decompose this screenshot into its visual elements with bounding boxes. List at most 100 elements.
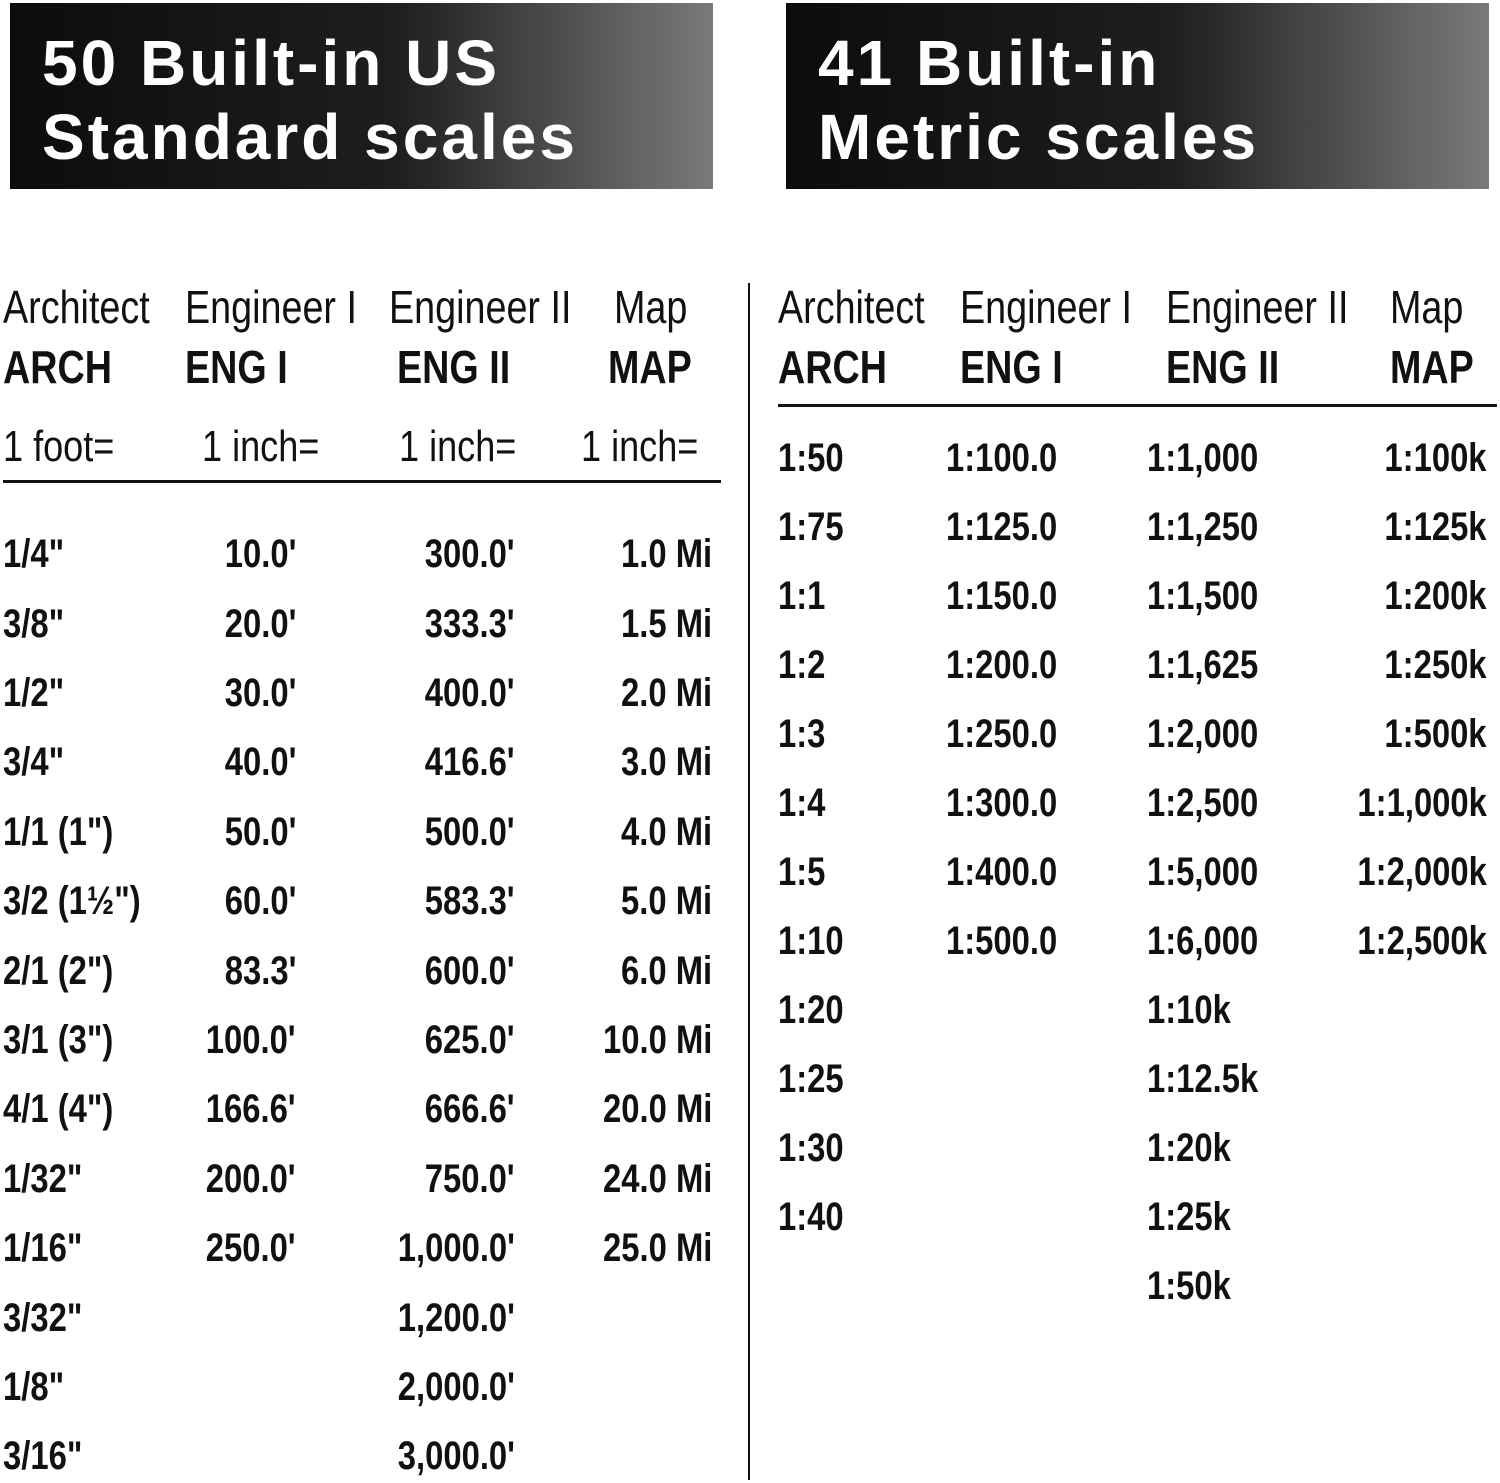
scale-value: 333.3' [425, 601, 515, 646]
scale-value: 30.0' [224, 671, 296, 715]
scale-value: 1:10 [778, 919, 844, 964]
metric-header-rule [778, 404, 1497, 407]
us-title-line: Standard scales [42, 101, 578, 173]
scale-value: 1:200k [1384, 574, 1487, 619]
scale-value: 100.0' [206, 1018, 296, 1062]
scale-value: 25.0 Mi [602, 1226, 712, 1271]
scale-value: 1/2" [3, 671, 65, 715]
scale-value: 666.6' [425, 1087, 515, 1132]
scale-value: 3/2 (1½") [3, 879, 141, 924]
column-name: Engineer I [960, 281, 1132, 334]
column-code: ENG I [185, 341, 288, 394]
scale-value: 3/16" [3, 1434, 83, 1479]
scale-value: 1:20k [1147, 1126, 1231, 1171]
scale-value: 166.6' [206, 1087, 296, 1132]
scale-value: 1/8" [3, 1365, 65, 1409]
scale-value: 3/32" [3, 1295, 83, 1340]
scale-value: 2,000.0' [397, 1365, 515, 1409]
scale-value: 1:100.0 [946, 436, 1058, 481]
scale-value: 1:75 [778, 505, 844, 550]
scale-value: 1:5,000 [1147, 850, 1259, 895]
scale-value: 20.0' [224, 601, 296, 646]
column-name: Map [614, 281, 688, 334]
scale-value: 625.0' [425, 1018, 515, 1062]
column-unit: 1 inch= [581, 422, 699, 472]
scale-value: 1:25 [778, 1057, 844, 1102]
scale-value: 1:3 [778, 712, 826, 757]
scale-value: 1:500.0 [946, 919, 1058, 964]
scale-value: 1:250k [1384, 643, 1487, 688]
metric-title-line: Metric scales [818, 101, 1260, 173]
scale-value: 416.6' [425, 740, 515, 785]
column-code: ARCH [778, 341, 887, 394]
scale-value: 3/4" [3, 740, 65, 785]
scale-value: 4.0 Mi [620, 809, 712, 854]
scale-value: 200.0' [206, 1156, 296, 1201]
scale-value: 1:1,000 [1147, 436, 1259, 481]
scale-value: 1:2,000k [1357, 850, 1487, 895]
metric-title-line: 41 Built-in [818, 27, 1161, 99]
column-unit: 1 inch= [399, 422, 517, 472]
scale-value: 20.0 Mi [602, 1087, 712, 1132]
scale-value: 2.0 Mi [620, 671, 712, 715]
scale-value: 10.0 Mi [602, 1018, 712, 1062]
scale-value: 1:2,000 [1147, 712, 1259, 757]
column-code: ENG II [1166, 341, 1280, 394]
scale-value: 3/8" [3, 601, 65, 646]
scale-value: 1:50 [778, 436, 844, 481]
scale-value: 1:25k [1147, 1195, 1231, 1240]
table-divider [748, 283, 750, 1480]
scale-value: 40.0' [224, 740, 296, 785]
column-unit: 1 foot= [3, 422, 115, 472]
scale-value: 1:30 [778, 1126, 844, 1171]
scale-value: 1:20 [778, 988, 844, 1033]
scale-value: 1:10k [1147, 988, 1231, 1033]
column-code: ENG II [397, 341, 511, 394]
scale-value: 1,000.0' [397, 1226, 515, 1271]
scale-value: 1/1 (1") [3, 809, 114, 854]
scale-value: 2/1 (2") [3, 948, 114, 993]
column-name: Architect [3, 281, 150, 334]
scale-value: 250.0' [206, 1226, 296, 1271]
scale-value: 10.0' [224, 532, 296, 577]
scale-value: 4/1 (4") [3, 1087, 114, 1132]
scale-value: 1/32" [3, 1156, 83, 1201]
scale-value: 1:250.0 [946, 712, 1058, 757]
scale-value: 750.0' [425, 1156, 515, 1201]
scale-value: 400.0' [425, 671, 515, 715]
scale-value: 1,200.0' [397, 1295, 515, 1340]
scale-value: 83.3' [224, 948, 296, 993]
scale-value: 60.0' [224, 879, 296, 924]
scale-value: 1:500k [1384, 712, 1487, 757]
scale-value: 1:125k [1384, 505, 1487, 550]
scale-value: 3,000.0' [397, 1434, 515, 1479]
scale-value: 1:1,000k [1357, 781, 1487, 826]
scale-value: 6.0 Mi [620, 948, 712, 993]
scale-value: 1:200.0 [946, 643, 1058, 688]
scale-value: 1:12.5k [1147, 1057, 1259, 1102]
scale-value: 1.0 Mi [620, 532, 712, 577]
scale-value: 1.5 Mi [620, 601, 712, 646]
scale-value: 1:1,625 [1147, 643, 1259, 688]
scale-value: 1:1 [778, 574, 826, 619]
scale-value: 50.0' [224, 809, 296, 854]
scale-value: 1:2,500 [1147, 781, 1259, 826]
scale-value: 1:5 [778, 850, 826, 895]
column-name: Map [1390, 281, 1464, 334]
scale-value: 1:150.0 [946, 574, 1058, 619]
us-header-rule [3, 480, 721, 483]
scale-value: 1/4" [3, 532, 65, 577]
metric-banner: 41 Built-in Metric scales [786, 3, 1489, 189]
scale-value: 300.0' [425, 532, 515, 577]
column-code: MAP [608, 341, 692, 394]
scale-value: 1/16" [3, 1226, 83, 1271]
scale-value: 3.0 Mi [620, 740, 712, 785]
column-unit: 1 inch= [202, 422, 320, 472]
scale-value: 1:50k [1147, 1264, 1231, 1309]
scale-value: 1:400.0 [946, 850, 1058, 895]
column-code: ENG I [960, 341, 1063, 394]
scale-value: 600.0' [425, 948, 515, 993]
column-code: ARCH [3, 341, 112, 394]
scale-value: 3/1 (3") [3, 1018, 114, 1062]
